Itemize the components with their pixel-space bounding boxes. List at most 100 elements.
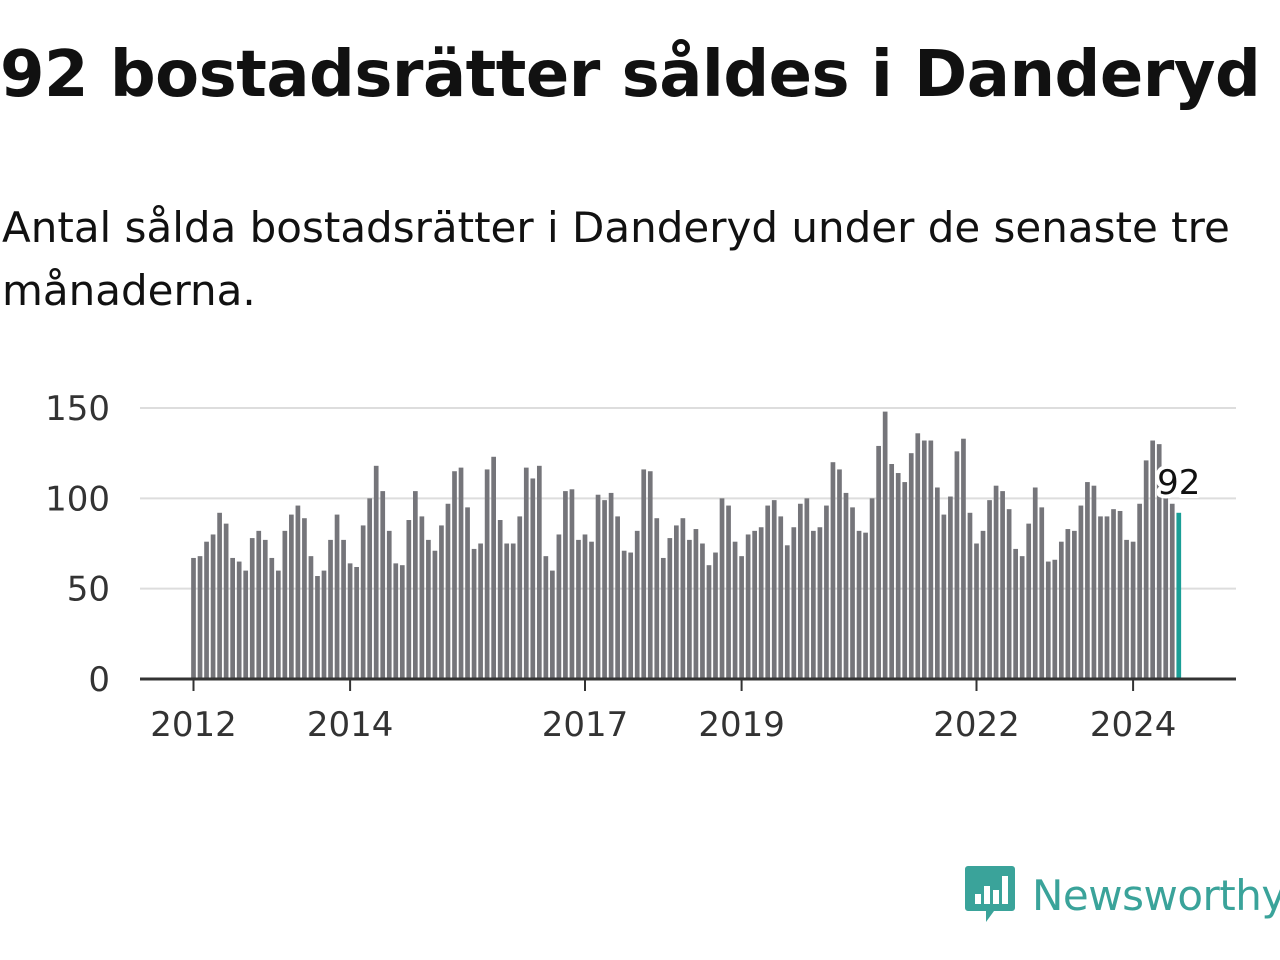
bar <box>452 471 457 679</box>
bar <box>347 563 353 679</box>
bar <box>550 570 555 679</box>
bar <box>393 563 399 679</box>
bar <box>210 534 216 679</box>
bar <box>582 534 588 679</box>
bar <box>543 556 549 679</box>
bar <box>634 530 640 679</box>
bar <box>426 539 431 679</box>
bar <box>204 541 209 679</box>
bar <box>1013 548 1018 679</box>
bar <box>465 507 470 679</box>
bar <box>1124 539 1129 679</box>
bar <box>1006 509 1012 679</box>
bar <box>967 512 973 679</box>
highlight-value-halo: 92 <box>1157 463 1200 503</box>
bar <box>510 543 516 679</box>
bar <box>282 530 288 679</box>
bar <box>948 496 953 679</box>
bar <box>811 530 816 679</box>
bar <box>647 471 653 679</box>
x-tick-label: 2014 <box>307 705 394 745</box>
newsworthy-chart-icon <box>965 866 1015 922</box>
bar <box>928 440 934 679</box>
bar <box>908 453 914 679</box>
bar <box>491 456 496 679</box>
bar <box>752 530 757 679</box>
bar <box>217 512 222 679</box>
bar <box>778 516 784 679</box>
highlight-value-label: 92 <box>1157 463 1200 503</box>
bar <box>732 541 738 679</box>
y-tick-label: 0 <box>88 660 110 700</box>
bar <box>674 525 679 679</box>
y-tick-label: 50 <box>67 570 110 610</box>
bar <box>556 534 562 679</box>
bar <box>334 514 340 679</box>
highlight-bar <box>1176 512 1182 679</box>
bar <box>961 438 966 679</box>
bar <box>413 491 418 679</box>
x-tick-label: 2019 <box>698 705 785 745</box>
x-tick-label: 2024 <box>1090 705 1177 745</box>
bar <box>713 552 718 679</box>
bar <box>837 469 842 679</box>
bar <box>1163 492 1169 679</box>
bar <box>654 518 660 679</box>
bar <box>765 505 771 679</box>
bar <box>1169 503 1175 679</box>
bar <box>197 556 203 679</box>
bar <box>817 527 823 679</box>
bar <box>321 570 327 679</box>
bar <box>1045 561 1051 679</box>
bar <box>256 530 262 679</box>
bar <box>523 467 529 679</box>
bar <box>791 527 797 679</box>
bar <box>608 492 614 679</box>
chart-subtitle: Antal sålda bostadsrätter i Danderyd und… <box>2 203 1230 315</box>
bar <box>830 462 836 679</box>
bar <box>628 552 634 679</box>
bar <box>471 548 477 679</box>
bar <box>530 478 536 679</box>
bar <box>660 557 666 679</box>
bar <box>1000 491 1005 679</box>
bar <box>1091 485 1097 679</box>
bar <box>980 530 986 679</box>
bar <box>876 445 881 679</box>
bar <box>295 505 301 679</box>
bar <box>439 525 444 679</box>
bar <box>1098 516 1103 679</box>
bar <box>1058 541 1064 679</box>
bar <box>386 530 392 679</box>
bar <box>889 464 895 679</box>
bar <box>497 520 503 679</box>
bar <box>745 534 751 679</box>
x-tick-label: 2022 <box>933 705 1020 745</box>
bar <box>1052 559 1058 679</box>
bar <box>569 489 575 679</box>
bar <box>249 538 255 679</box>
bar <box>315 576 320 679</box>
bar <box>954 451 960 679</box>
bar <box>797 503 803 679</box>
bar <box>843 492 849 679</box>
bar <box>693 529 699 679</box>
bar <box>1019 556 1025 679</box>
bar <box>478 543 483 679</box>
bar <box>1085 482 1090 679</box>
bar <box>784 545 790 679</box>
x-tick-label: 2017 <box>542 705 629 745</box>
bar <box>1104 516 1110 679</box>
bar <box>576 539 581 679</box>
bar <box>641 469 647 679</box>
bar <box>1072 530 1077 679</box>
bar <box>1117 510 1123 679</box>
bar <box>484 469 490 679</box>
bar <box>850 507 855 679</box>
bar <box>902 482 908 679</box>
bar <box>223 523 229 679</box>
bar <box>1143 460 1149 679</box>
bar <box>941 514 947 679</box>
bar <box>987 500 992 679</box>
